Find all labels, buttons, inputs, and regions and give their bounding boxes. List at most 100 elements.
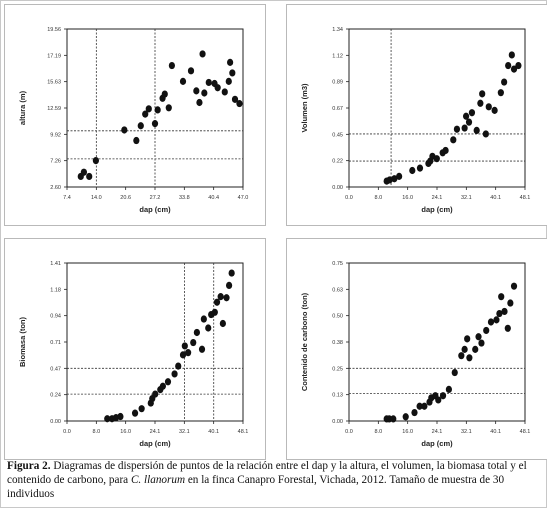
y-tick-label: 19.56: [47, 27, 61, 33]
y-tick-label: 0.13: [332, 393, 343, 399]
x-tick-label: 32.1: [461, 429, 472, 435]
y-tick-label: 0.22: [332, 159, 343, 165]
data-point: [442, 146, 449, 155]
data-point: [131, 409, 139, 417]
data-point: [164, 378, 172, 386]
data-point: [464, 335, 471, 343]
y-tick-label: 9.92: [50, 132, 61, 138]
data-point: [201, 89, 208, 97]
data-point: [493, 316, 500, 324]
data-point: [145, 105, 152, 113]
data-point: [439, 392, 447, 400]
y-axis-label: Contenido de carbono (ton): [300, 292, 309, 391]
data-point: [466, 354, 473, 362]
data-point: [498, 293, 505, 301]
data-point: [411, 408, 418, 417]
scatter-chart-carbono: 0.0 8.0 16.0 24.1 32.1 40.1 48.1 0.00 0.13 0.25 0.…: [300, 261, 530, 448]
x-axis-label: dap (cm): [139, 205, 171, 214]
data-point: [391, 175, 398, 183]
data-point: [187, 67, 195, 75]
data-point: [433, 155, 440, 163]
data-point: [472, 345, 479, 353]
data-point: [205, 78, 212, 87]
data-point: [159, 382, 166, 390]
y-tick-label: 0.50: [332, 314, 343, 320]
data-point: [223, 294, 230, 302]
x-axis-label: dap (cm): [421, 439, 453, 448]
data-point: [451, 368, 458, 377]
x-tick-label: 32.1: [179, 429, 190, 435]
data-point: [199, 50, 206, 58]
data-point: [453, 125, 461, 133]
data-point: [181, 342, 188, 350]
data-point: [445, 385, 452, 393]
data-point: [482, 130, 489, 138]
data-point: [190, 338, 197, 347]
x-tick-label: 7.4: [63, 195, 71, 201]
y-tick-label: 0.63: [332, 287, 343, 293]
data-point: [487, 318, 495, 326]
x-tick-label: 40.4: [208, 195, 219, 201]
data-point: [396, 172, 403, 180]
y-tick-label: 0.47: [50, 366, 61, 372]
data-point: [465, 118, 473, 126]
data-point: [468, 109, 476, 117]
x-tick-label: 40.1: [490, 195, 501, 201]
x-tick-label: 8.0: [375, 429, 383, 435]
caption-text-b: en la finca Canapro Forestal, Vichada, 2…: [7, 474, 505, 500]
data-point: [510, 65, 518, 73]
y-tick-label: 1.34: [332, 27, 343, 33]
data-point: [501, 78, 508, 86]
x-tick-label: 27.2: [150, 195, 161, 201]
y-tick-label: 0.00: [50, 419, 61, 425]
data-point: [142, 110, 149, 118]
data-point: [496, 309, 503, 318]
x-tick-label: 48.1: [238, 429, 249, 435]
data-point: [228, 269, 235, 277]
data-point: [219, 319, 226, 328]
data-point: [179, 77, 187, 85]
y-tick-label: 0.94: [50, 314, 61, 320]
data-point: [198, 345, 206, 353]
data-point: [421, 402, 428, 410]
data-point: [497, 89, 504, 97]
x-tick-label: 32.1: [461, 195, 472, 201]
data-point: [462, 112, 470, 120]
y-tick-label: 0.25: [332, 366, 343, 372]
data-point: [491, 106, 498, 114]
x-tick-label: 0.0: [345, 195, 353, 201]
data-point: [458, 352, 465, 360]
y-tick-label: 1.41: [50, 261, 61, 267]
data-point: [152, 390, 159, 398]
data-point: [133, 136, 140, 145]
data-point: [477, 99, 484, 107]
data-point: [213, 298, 221, 306]
y-axis-label: Volumen (m3): [300, 83, 309, 133]
data-point: [86, 172, 93, 181]
data-point: [121, 126, 128, 134]
data-point: [390, 415, 397, 423]
x-tick-label: 33.8: [179, 195, 190, 201]
x-tick-label: 0.0: [345, 429, 353, 435]
data-point: [117, 412, 124, 421]
y-axis-label: altura (m): [18, 90, 27, 125]
y-tick-label: 0.00: [332, 185, 343, 191]
data-point: [450, 136, 457, 144]
data-point: [168, 61, 175, 70]
x-tick-label: 24.1: [150, 429, 161, 435]
plot-area: [348, 28, 526, 188]
data-point: [193, 328, 200, 337]
y-tick-label: 7.26: [50, 159, 61, 165]
y-tick-label: 1.18: [50, 287, 61, 293]
x-tick-label: 48.1: [520, 195, 531, 201]
y-tick-label: 0.00: [332, 419, 343, 425]
x-tick-label: 8.0: [375, 195, 383, 201]
scatter-chart-altura: 7.4 14.0 20.6 27.2 33.8 40.4 47.0 2.60 7.26 9.92 1…: [18, 27, 248, 214]
x-tick-label: 0.0: [63, 429, 71, 435]
data-point: [461, 124, 468, 132]
data-point: [386, 176, 393, 184]
caption-text-a: Diagramas de dispersión de puntos de la …: [7, 460, 527, 486]
data-point: [161, 90, 168, 98]
data-point: [200, 315, 207, 323]
